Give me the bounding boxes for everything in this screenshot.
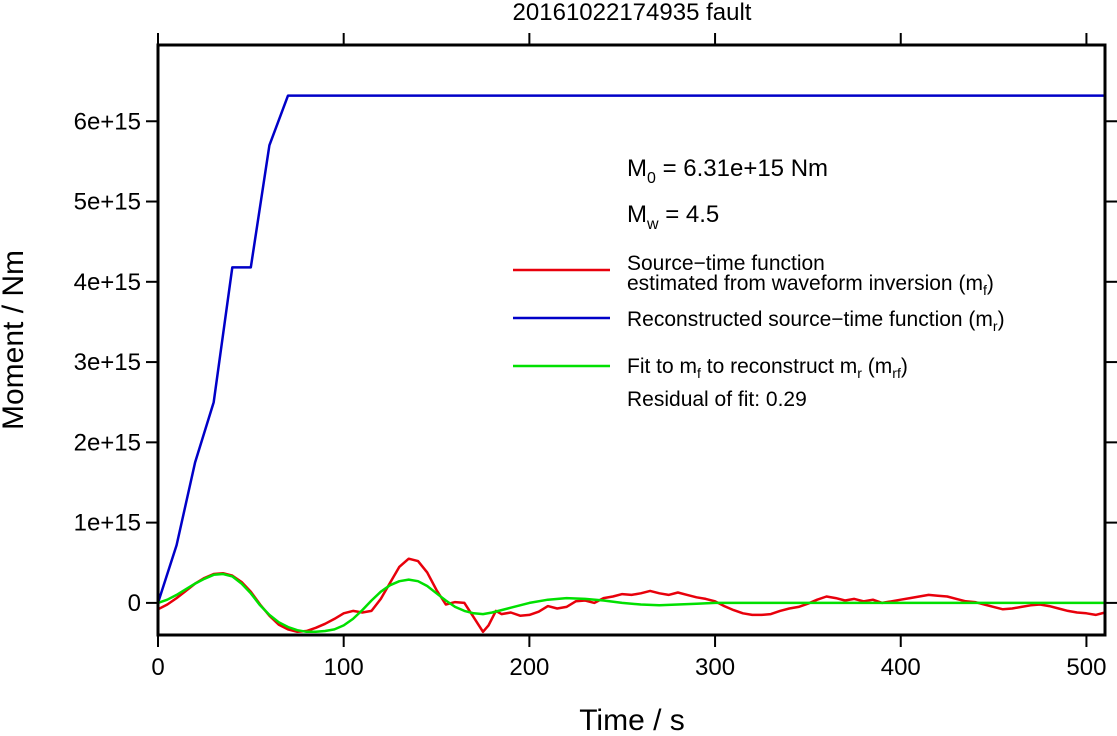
annotation-moment: M0 = 6.31e+15 Nm <box>627 155 828 187</box>
top-axis-ticks <box>157 33 1088 45</box>
legend-blue-main: Reconstructed source−time function (m <box>627 308 993 331</box>
x-tick-label: 300 <box>695 654 735 681</box>
legend-red-line2-main: estimated from waveform inversion (m <box>627 272 983 295</box>
series-line-2 <box>157 572 1105 634</box>
m0-sub: 0 <box>647 170 656 187</box>
y-axis-label: Moment / Nm <box>0 250 30 430</box>
series-line-0 <box>156 94 1105 604</box>
legend-green-sub3: rf <box>892 365 901 381</box>
x-tick-label: 200 <box>509 654 549 681</box>
legend-green-label: Fit to mf to reconstruct mr (mrf) <box>627 355 908 381</box>
y-tick-label: 6e+15 <box>74 108 141 135</box>
mw-main: M <box>627 201 647 228</box>
legend-green-sub1: f <box>697 365 701 381</box>
legend-green-d: ) <box>901 355 908 378</box>
y-tick-label: 0 <box>128 590 141 617</box>
x-axis-label: Time / s <box>579 704 685 736</box>
right-axis-ticks <box>1105 120 1117 604</box>
legend-green-b: to reconstruct m <box>701 355 857 378</box>
y-axis: 0 1e+15 2e+15 3e+15 4e+15 5e+15 6e+15 <box>74 108 158 617</box>
legend-green-sub2: r <box>857 365 862 381</box>
m0-main: M <box>627 155 647 182</box>
y-tick-label: 5e+15 <box>74 189 141 216</box>
legend-red-line2-sub: f <box>983 282 987 298</box>
residual-text: Residual of fit: 0.29 <box>627 388 807 411</box>
x-axis: 0 100 200 300 400 500 <box>151 635 1106 681</box>
legend-green-c: (m <box>862 355 892 378</box>
legend-green-a: Fit to m <box>627 355 697 378</box>
legend-red-line1: Source−time function <box>627 252 825 275</box>
legend-blue-label: Reconstructed source−time function (mr) <box>627 308 1005 334</box>
y-tick-label: 2e+15 <box>74 429 141 456</box>
y-tick-label: 1e+15 <box>74 510 141 537</box>
series-layer <box>156 94 1106 634</box>
x-tick-label: 100 <box>324 654 364 681</box>
chart-title: 20161022174935 fault <box>513 0 752 26</box>
series-line-1 <box>157 557 1106 634</box>
y-tick-label: 3e+15 <box>74 349 141 376</box>
mw-sub: w <box>646 216 659 233</box>
y-tick-label: 4e+15 <box>74 269 141 296</box>
mw-rest: = 4.5 <box>659 201 720 228</box>
annotation-magnitude: Mw = 4.5 <box>627 201 719 233</box>
plot-frame <box>156 43 1107 637</box>
legend-blue-sub: r <box>993 318 998 334</box>
legend-blue-end: ) <box>998 308 1005 331</box>
x-tick-label: 0 <box>151 654 164 681</box>
legend-red-line2: estimated from waveform inversion (mf) <box>627 272 994 298</box>
legend-red-line2-end: ) <box>987 272 994 295</box>
annotation-mw: Mw = 4.5 <box>627 201 719 233</box>
x-tick-label: 400 <box>881 654 921 681</box>
m0-rest: = 6.31e+15 Nm <box>656 155 828 182</box>
legend: Source−time function estimated from wave… <box>513 252 1005 411</box>
annotation-m0: M0 = 6.31e+15 Nm <box>627 155 828 187</box>
x-tick-label: 500 <box>1066 654 1106 681</box>
